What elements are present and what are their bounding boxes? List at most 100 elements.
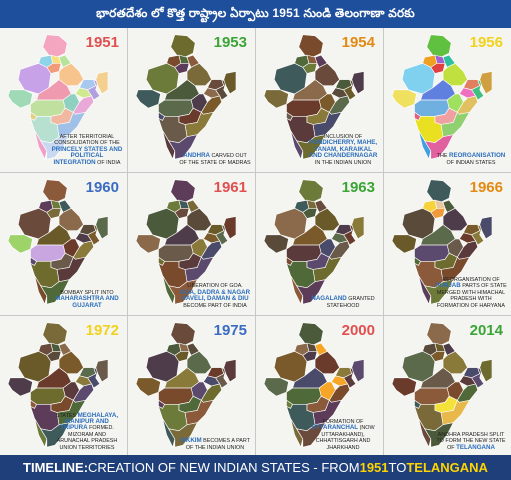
- state-maharashtra: [286, 244, 322, 262]
- state-tamilnadu: [424, 422, 454, 448]
- panel-1963: 1963 NAGALAND GRANTED STATEHOOD: [256, 173, 383, 315]
- panel-year: 2014: [469, 322, 503, 339]
- panel-year: 1960: [85, 179, 119, 196]
- state-maharashtra: [30, 244, 66, 262]
- panel-caption: REORGANISATION OF PUNJAB PARTS OF STATE …: [435, 276, 507, 309]
- panel-year: 1953: [213, 34, 247, 51]
- state-northeast: [223, 216, 236, 240]
- state-maharashtra: [286, 387, 322, 405]
- panel-year: 1961: [213, 179, 247, 196]
- state-northeast: [95, 216, 108, 240]
- panel-caption: AFTER TERRITORIAL CONSOLIDATION OF THE P…: [51, 133, 123, 166]
- footer-lead: TIMELINE:: [23, 460, 89, 475]
- state-northeast: [351, 216, 364, 240]
- state-gujarat: [135, 89, 161, 109]
- state-maharashtra: [414, 244, 450, 262]
- india-map-2000: [263, 322, 364, 449]
- state-tamilnadu: [424, 134, 454, 160]
- timeline-footer: TIMELINE: CREATION OF NEW INDIAN STATES …: [0, 455, 511, 480]
- state-kashmir: [42, 322, 68, 346]
- state-kerala: [418, 418, 432, 449]
- panel-year: 1951: [85, 34, 119, 51]
- state-kerala: [34, 275, 48, 306]
- state-maharashtra: [158, 99, 194, 117]
- india-map-1954: [263, 34, 364, 161]
- state-gujarat: [7, 377, 33, 397]
- panel-1975: 1975 SIKKIM BECOMES A PART OF THE INDIAN…: [128, 316, 255, 457]
- india-map-2014: [391, 322, 492, 449]
- state-tamilnadu: [296, 279, 326, 305]
- state-maharashtra: [414, 99, 450, 117]
- state-kerala: [34, 418, 48, 449]
- panel-2014: 2014 ANDHRA PRADESH SPLIT TO FORM THE NE…: [384, 316, 511, 457]
- state-maharashtra: [158, 387, 194, 405]
- panel-caption: THE REORGANISATION OF INDIAN STATES: [436, 152, 506, 166]
- state-kerala: [418, 130, 432, 161]
- state-northeast: [351, 359, 364, 383]
- india-map-1963: [263, 179, 364, 306]
- panel-1966: 1966 REORGANISATION OF PUNJAB PARTS OF S…: [384, 173, 511, 315]
- state-maharashtra: [30, 99, 66, 117]
- india-map-1956: [391, 34, 492, 161]
- state-gujarat: [263, 89, 289, 109]
- panel-1954: 1954 INCLUSION OF PONDICHERRY, MAHE, YAN…: [256, 28, 383, 172]
- state-gujarat: [263, 234, 289, 254]
- panel-year: 1956: [469, 34, 503, 51]
- state-northeast: [95, 71, 108, 95]
- state-tamilnadu: [40, 134, 70, 160]
- state-gujarat: [135, 234, 161, 254]
- india-map-1975: [135, 322, 236, 449]
- state-gujarat: [7, 89, 33, 109]
- state-kerala: [290, 275, 304, 306]
- state-kashmir: [298, 322, 324, 346]
- panel-year: 1975: [213, 322, 247, 339]
- panel-1953: 1953 ANDHRA CARVED OUT OF THE STATE OF M…: [128, 28, 255, 172]
- state-kerala: [418, 275, 432, 306]
- india-map-1953: [135, 34, 236, 161]
- state-kerala: [162, 130, 176, 161]
- state-kashmir: [426, 322, 452, 346]
- panel-year: 1954: [341, 34, 375, 51]
- state-tamilnadu: [424, 279, 454, 305]
- state-kerala: [162, 275, 176, 306]
- state-tamilnadu: [296, 422, 326, 448]
- state-kashmir: [298, 34, 324, 58]
- footer-text-1: CREATION OF NEW INDIAN STATES - FROM: [88, 460, 360, 475]
- state-kerala: [290, 130, 304, 161]
- panel-caption: STATES MEGHALAYA, MANIPUR AND TRIPURA FO…: [55, 411, 119, 451]
- india-map-1951: [7, 34, 108, 161]
- panel-caption: FORMATION OF UTTARANCHAL (NOW UTTARAKHAN…: [311, 418, 375, 451]
- panel-caption: BOMBAY SPLIT INTO MAHARASHTRA AND GUJARA…: [55, 289, 119, 309]
- panel-caption: ANDHRA PRADESH SPLIT TO FORM THE NEW STA…: [436, 431, 506, 451]
- panel-caption: INCLUSION OF PONDICHERRY, MAHE, YANAM, K…: [308, 133, 378, 166]
- panel-year: 1972: [85, 322, 119, 339]
- poster-title: భారతదేశం లో కొత్త రాష్ట్రాల ఏర్పాటు 1951…: [0, 0, 511, 28]
- panel-1951: 1951 AFTER TERRITORIAL CONSOLIDATION OF …: [0, 28, 127, 172]
- state-kashmir: [42, 34, 68, 58]
- panel-year: 1966: [469, 179, 503, 196]
- state-northeast: [479, 71, 492, 95]
- india-map-1960: [7, 179, 108, 306]
- panel-caption: SIKKIM BECOMES A PART OF THE INDIAN UNIO…: [180, 437, 250, 451]
- state-tamilnadu: [168, 279, 198, 305]
- state-gujarat: [391, 89, 417, 109]
- state-maharashtra: [286, 99, 322, 117]
- state-northeast: [223, 359, 236, 383]
- state-kerala: [290, 418, 304, 449]
- panel-caption: NAGALAND GRANTED STATEHOOD: [311, 295, 375, 309]
- panel-2000: 2000 FORMATION OF UTTARANCHAL (NOW UTTAR…: [256, 316, 383, 457]
- panel-1961: 1961 LIBERATION OF GOA. GOA, DADRA & NAG…: [128, 173, 255, 315]
- state-northeast: [479, 216, 492, 240]
- footer-state-to: TELANGANA: [406, 460, 488, 475]
- state-kashmir: [170, 34, 196, 58]
- panel-caption: LIBERATION OF GOA. GOA, DADRA & NAGAR HA…: [179, 283, 251, 309]
- state-northeast: [223, 71, 236, 95]
- state-kashmir: [426, 34, 452, 58]
- state-northeast: [479, 359, 492, 383]
- panel-1956: 1956 THE REORGANISATION OF INDIAN STATES: [384, 28, 511, 172]
- state-kashmir: [298, 179, 324, 203]
- state-maharashtra: [414, 387, 450, 405]
- state-tamilnadu: [40, 422, 70, 448]
- state-tamilnadu: [168, 422, 198, 448]
